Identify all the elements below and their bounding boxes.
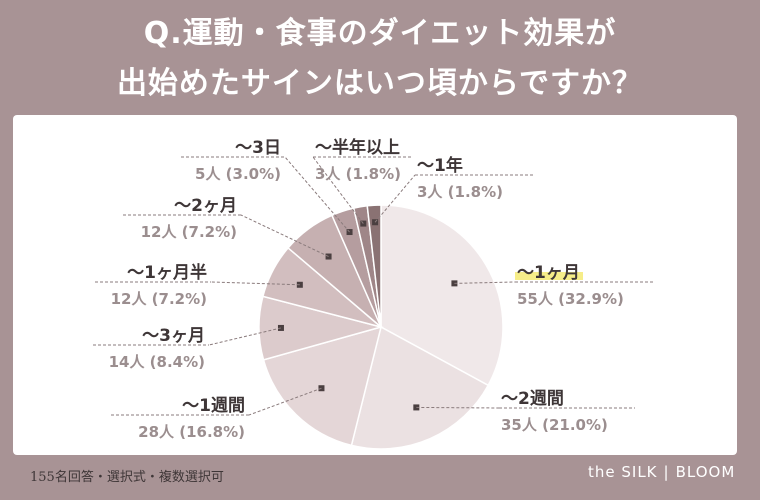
slice-value-label: 12人 (7.2%)	[111, 290, 207, 308]
slice-value-label: 5人 (3.0%)	[195, 165, 281, 183]
brand-name-left: the SILK	[588, 463, 658, 481]
pie-slice	[380, 204, 504, 387]
slice-value-label: 12人 (7.2%)	[141, 223, 237, 241]
leader-line	[240, 214, 329, 257]
slice-label: 〜1ヶ月	[517, 263, 580, 283]
slice-value-label: 3人 (1.8%)	[315, 165, 401, 183]
pie-chart: 〜1ヶ月 55人 (32.9%) 〜2週間 35人 (21.0%) 〜1週間 28人 (1…	[93, 137, 653, 450]
slice-label: 〜3日	[235, 138, 281, 158]
slice-value-label: 14人 (8.4%)	[109, 353, 205, 371]
slice-value-label: 28人 (16.8%)	[138, 423, 245, 441]
leader-line	[374, 174, 416, 223]
slice-label: 〜1週間	[182, 396, 245, 416]
slice-marker	[451, 280, 458, 287]
leader-line	[208, 327, 282, 346]
slice-value-label: 55人 (32.9%)	[517, 290, 624, 308]
slice-label: 〜2ヶ月	[174, 196, 237, 216]
leader-line	[248, 387, 322, 416]
leader-line	[284, 156, 350, 233]
pie-slice	[350, 325, 490, 450]
slice-label: 〜1ヶ月半	[127, 262, 207, 283]
pie-slice	[366, 204, 382, 328]
brand-name-right: BLOOM	[675, 463, 736, 481]
slice-label: 〜半年以上	[315, 137, 400, 158]
slice-label: 〜2週間	[501, 389, 564, 409]
leader-line	[312, 156, 364, 224]
leader-line	[454, 281, 516, 284]
brand-separator: |	[663, 463, 670, 481]
leader-line	[416, 406, 500, 409]
label-highlight	[515, 272, 583, 280]
brand-logo: the SILK | BLOOM	[588, 463, 735, 481]
chart-title-line-2: 出始めたサインはいつ頃からですか？	[116, 66, 644, 101]
slice-label: 〜1年	[417, 155, 463, 176]
slice-value-label: 3人 (1.8%)	[417, 183, 503, 201]
chart-title-line-1: Q.運動・食事のダイエット効果が	[143, 16, 617, 51]
respondent-note: 155名回答・選択式・複数選択可	[30, 470, 224, 485]
chart-panel: 〜1ヶ月 55人 (32.9%) 〜2週間 35人 (21.0%) 〜1週間 28人 (1…	[13, 115, 737, 455]
slice-label: 〜3ヶ月	[142, 326, 205, 346]
slice-value-label: 35人 (21.0%)	[501, 416, 608, 434]
